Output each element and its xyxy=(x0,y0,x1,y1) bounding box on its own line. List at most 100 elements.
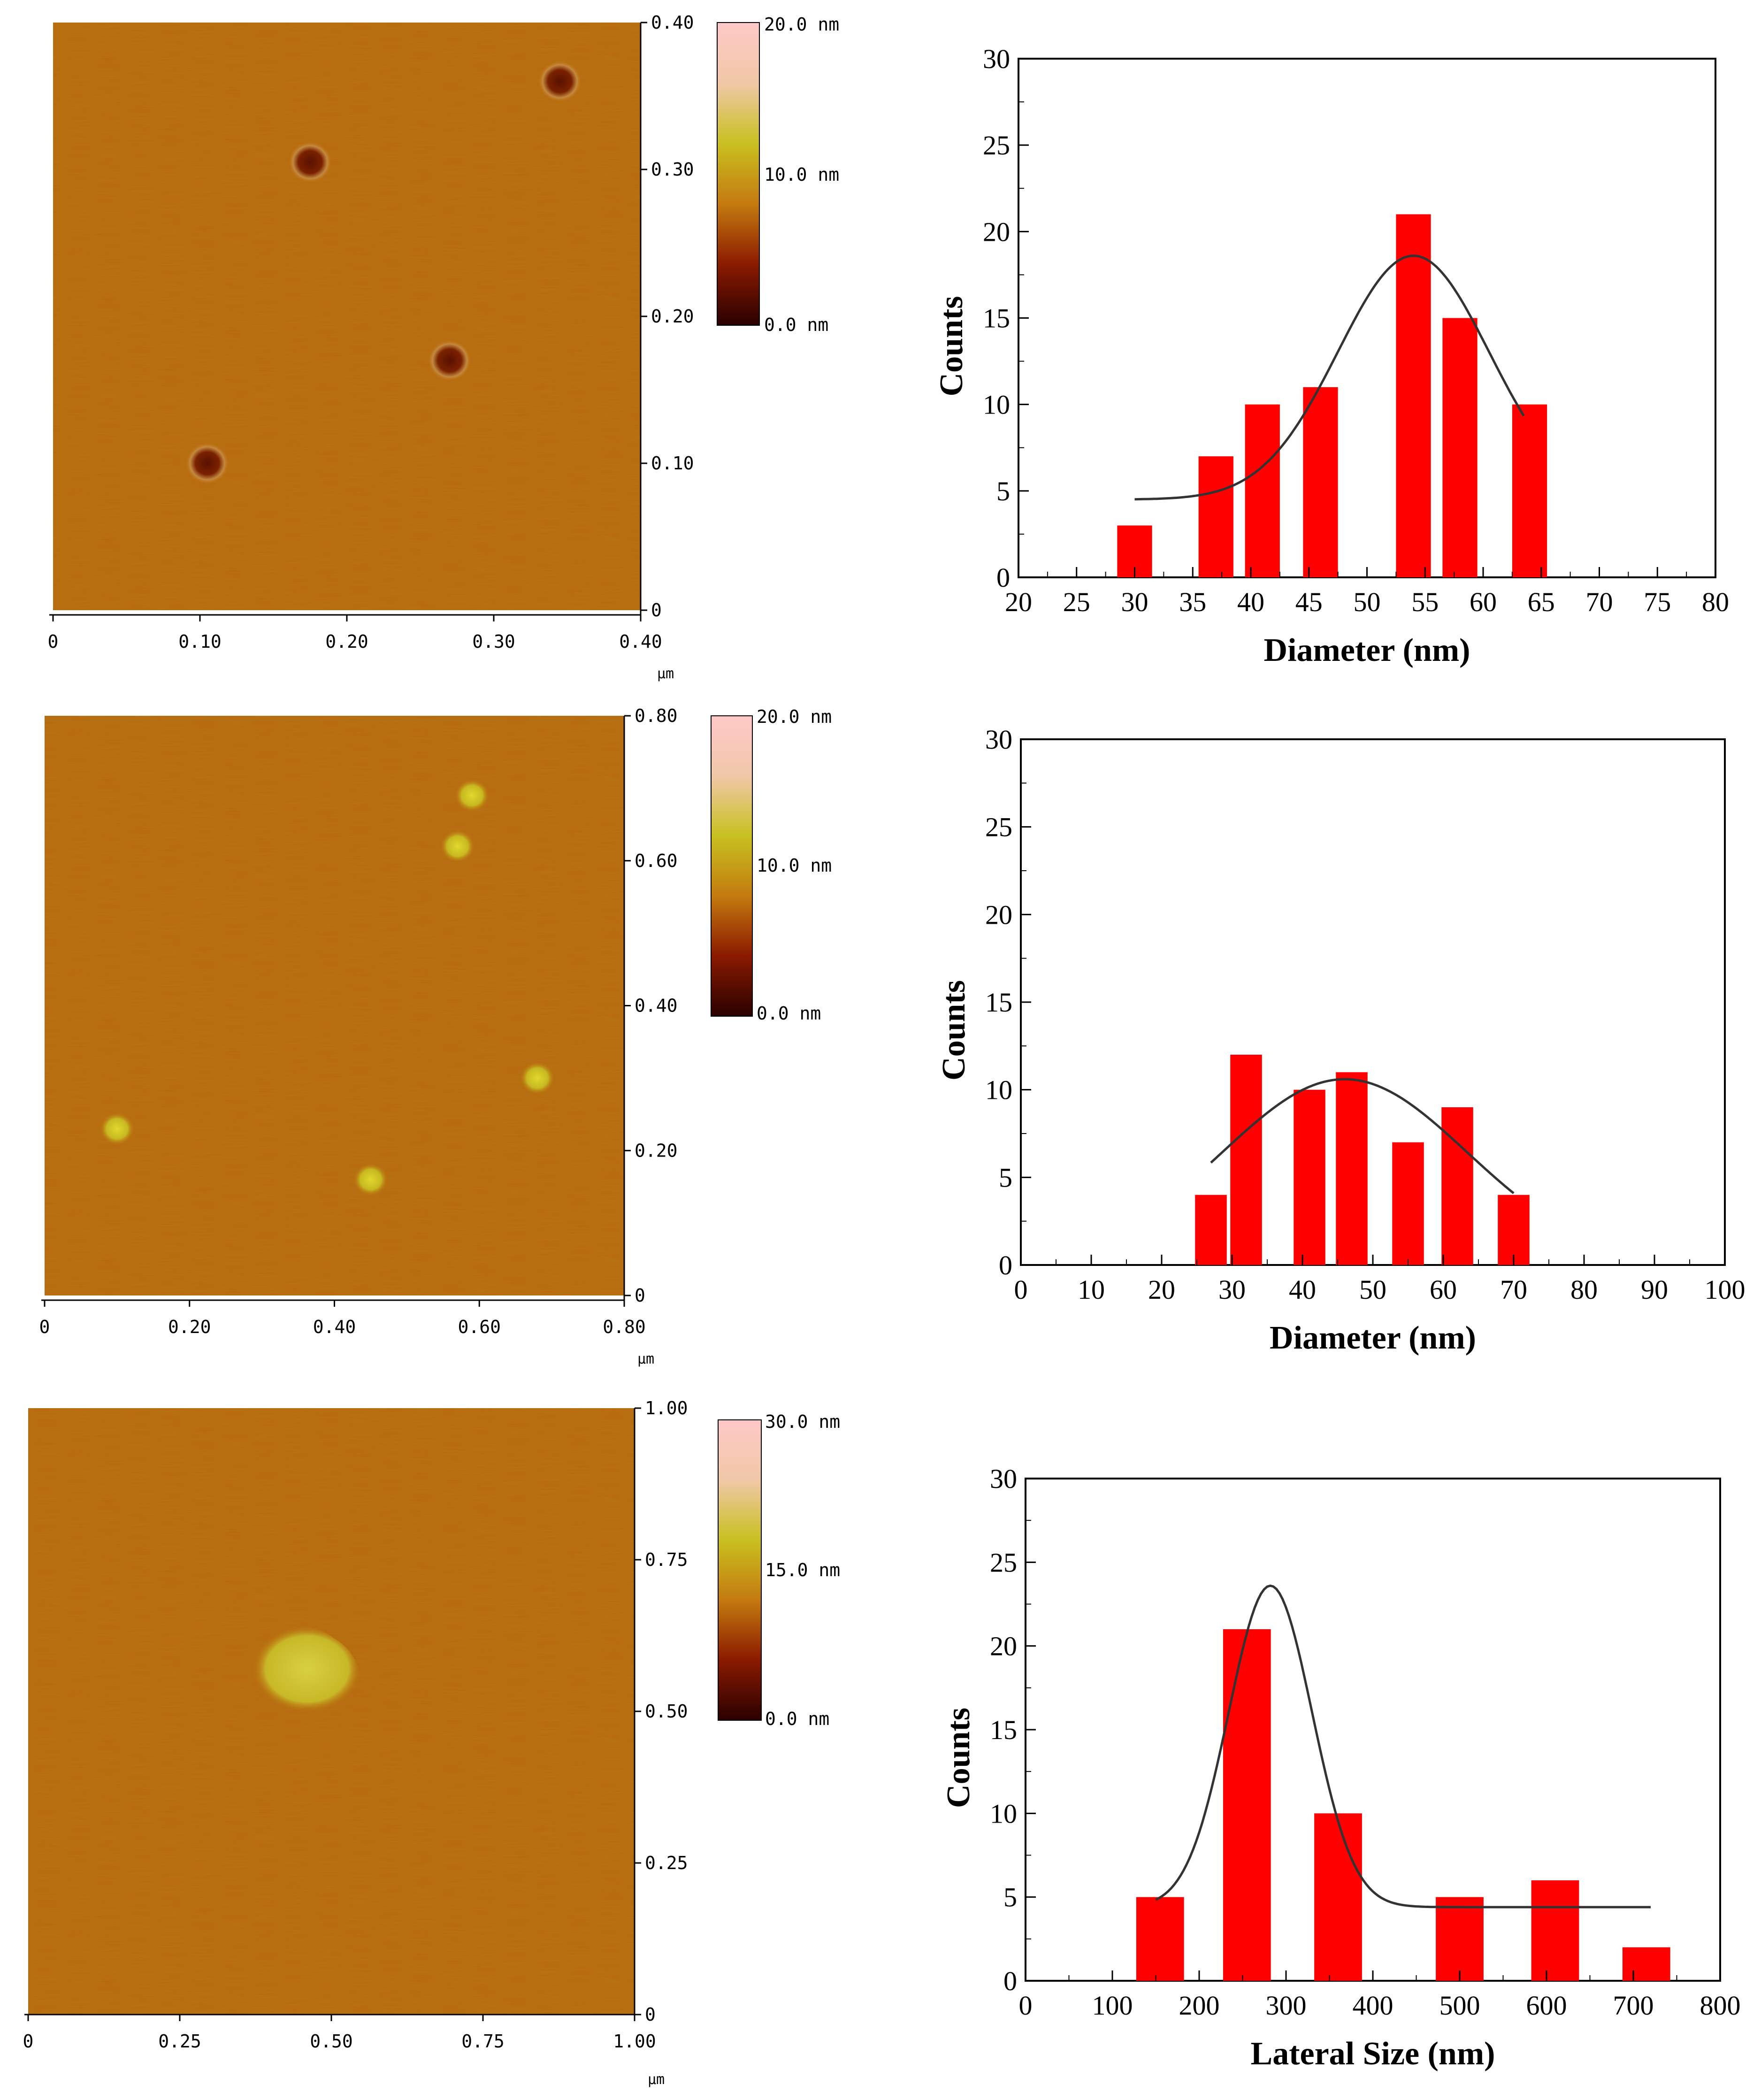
x-tick-label: 70 xyxy=(1500,1274,1527,1305)
afm-flake xyxy=(252,1625,363,1713)
histogram-bar xyxy=(1314,1813,1362,1981)
afm-x-tick-label: 0.20 xyxy=(168,1317,211,1337)
afm-x-tick-label: 0 xyxy=(23,2031,34,2052)
x-tick-label: 0 xyxy=(1014,1274,1028,1305)
x-tick-label: 60 xyxy=(1430,1274,1457,1305)
afm-particle xyxy=(519,1061,555,1095)
y-tick-label: 10 xyxy=(983,390,1010,420)
histogram-bar xyxy=(1230,1055,1262,1265)
afm-y-tick-label: 0.40 xyxy=(635,996,678,1016)
y-tick-label: 5 xyxy=(996,476,1010,506)
colorbar-top-label: 20.0 nm xyxy=(764,14,839,35)
histogram-bar xyxy=(1622,1947,1670,1981)
afm-y-tick-label: 0.60 xyxy=(635,851,678,871)
histogram-bar xyxy=(1512,404,1547,577)
afm-features xyxy=(252,1625,363,1713)
afm-particle xyxy=(352,1163,389,1196)
y-axis-label: Counts xyxy=(941,1708,977,1808)
gaussian-fit-curve xyxy=(1210,1078,1515,1195)
afm-pit xyxy=(288,141,332,183)
afm-x-tick-label: 0.30 xyxy=(472,631,515,652)
colorbar xyxy=(718,1419,762,1721)
plot-frame xyxy=(1025,1478,1721,1982)
y-axis-label: Counts xyxy=(934,296,970,397)
y-tick-label: 25 xyxy=(985,812,1012,843)
x-tick-label: 100 xyxy=(1092,1990,1133,2021)
gaussian-fit-curve xyxy=(1155,1584,1651,1908)
afm-y-tick-label: 1.00 xyxy=(645,1398,688,1418)
x-tick-label: 70 xyxy=(1586,587,1613,617)
colorbar-mid-label: 10.0 nm xyxy=(757,855,832,876)
histogram-2: 0 10 20 30 40 50 60 70 80 90 100 0 5 10 15 20 25 30 Diamet… xyxy=(936,724,1746,1356)
y-tick-label: 20 xyxy=(983,216,1010,247)
x-axis-label: Lateral Size (nm) xyxy=(1251,2036,1495,2072)
y-tick-label: 5 xyxy=(1003,1882,1017,1913)
x-tick-label: 50 xyxy=(1359,1274,1386,1305)
afm-particle xyxy=(99,1111,135,1146)
afm-y-tick-label: 0.25 xyxy=(645,1853,688,1873)
x-tick-label: 35 xyxy=(1179,587,1206,617)
x-axis-label: Diameter (nm) xyxy=(1270,1320,1476,1356)
x-unit-label: μm xyxy=(648,2071,665,2088)
colorbar-mid-label: 15.0 nm xyxy=(765,1560,840,1580)
y-tick-label: 25 xyxy=(983,130,1010,161)
x-tick-label: 700 xyxy=(1613,1990,1654,2021)
afm-y-tick-label: 0.50 xyxy=(645,1701,688,1722)
x-tick-label: 0 xyxy=(1019,1990,1033,2021)
afm-y-tick-label: 0 xyxy=(635,1285,645,1306)
x-unit-label: μm xyxy=(657,666,674,682)
plot-frame xyxy=(1020,738,1726,1266)
afm-y-tick-label: 0.20 xyxy=(635,1140,678,1161)
afm-y-tick-label: 0.30 xyxy=(651,159,694,180)
x-tick-label: 55 xyxy=(1411,587,1439,617)
x-tick-label: 80 xyxy=(1570,1274,1598,1305)
x-tick-label: 20 xyxy=(1148,1274,1175,1305)
afm-y-tick-label: 0 xyxy=(645,2004,656,2025)
histogram-bar xyxy=(1245,404,1280,577)
y-tick-label: 10 xyxy=(990,1798,1017,1829)
x-tick-label: 800 xyxy=(1700,1990,1741,2021)
x-tick-label: 65 xyxy=(1528,587,1555,617)
afm-noise xyxy=(45,716,624,1295)
plot-frame xyxy=(1018,58,1716,578)
x-tick-label: 80 xyxy=(1702,587,1729,617)
histogram-bar xyxy=(1441,1107,1473,1265)
histogram-bar xyxy=(1498,1195,1530,1265)
histogram-3: 0 100 200 300 400 500 600 700 800 0 5 10 15 20 25 30 Lat… xyxy=(941,1464,1741,2072)
x-unit-label: μm xyxy=(637,1351,654,1367)
afm-particle xyxy=(454,778,490,812)
y-axis-label: Counts xyxy=(936,980,972,1081)
y-tick-label: 20 xyxy=(990,1631,1017,1662)
x-tick-label: 400 xyxy=(1353,1990,1393,2021)
afm-x-tick-label: 0.75 xyxy=(461,2031,505,2052)
afm-pit xyxy=(185,443,229,484)
colorbar-bottom-label: 0.0 nm xyxy=(765,1709,829,1729)
y-tick-label: 30 xyxy=(985,724,1012,755)
x-tick-label: 100 xyxy=(1705,1274,1746,1305)
y-tick-label: 20 xyxy=(985,899,1012,930)
x-tick-label: 500 xyxy=(1439,1990,1480,2021)
x-tick-label: 300 xyxy=(1266,1990,1307,2021)
afm-y-tick-label: 0.40 xyxy=(651,12,694,33)
histogram-bar xyxy=(1436,1897,1484,1981)
y-tick-label: 0 xyxy=(999,1250,1012,1280)
y-tick-label: 30 xyxy=(990,1464,1017,1494)
x-tick-label: 20 xyxy=(1005,587,1032,617)
x-tick-label: 30 xyxy=(1121,587,1148,617)
x-tick-label: 40 xyxy=(1289,1274,1316,1305)
histogram-bar xyxy=(1223,1629,1271,1981)
afm-x-tick-label: 0.80 xyxy=(603,1317,646,1337)
x-axis-label: Diameter (nm) xyxy=(1264,632,1470,668)
x-tick-label: 200 xyxy=(1179,1990,1220,2021)
afm-x-tick-label: 0.50 xyxy=(310,2031,353,2052)
x-tick-label: 90 xyxy=(1641,1274,1668,1305)
colorbar-top-label: 30.0 nm xyxy=(765,1411,840,1432)
afm-image-3: 0 0.25 0.50 0.75 1.00 0 0.25 0.50 0.75 1.00 μm 3… xyxy=(23,1398,841,2088)
histogram-bar xyxy=(1195,1195,1227,1265)
y-tick-label: 15 xyxy=(983,303,1010,334)
afm-y-tick-label: 0.20 xyxy=(651,306,694,327)
y-tick-label: 30 xyxy=(983,44,1010,74)
afm-x-tick-label: 0.20 xyxy=(325,631,368,652)
y-tick-label: 10 xyxy=(985,1075,1012,1105)
